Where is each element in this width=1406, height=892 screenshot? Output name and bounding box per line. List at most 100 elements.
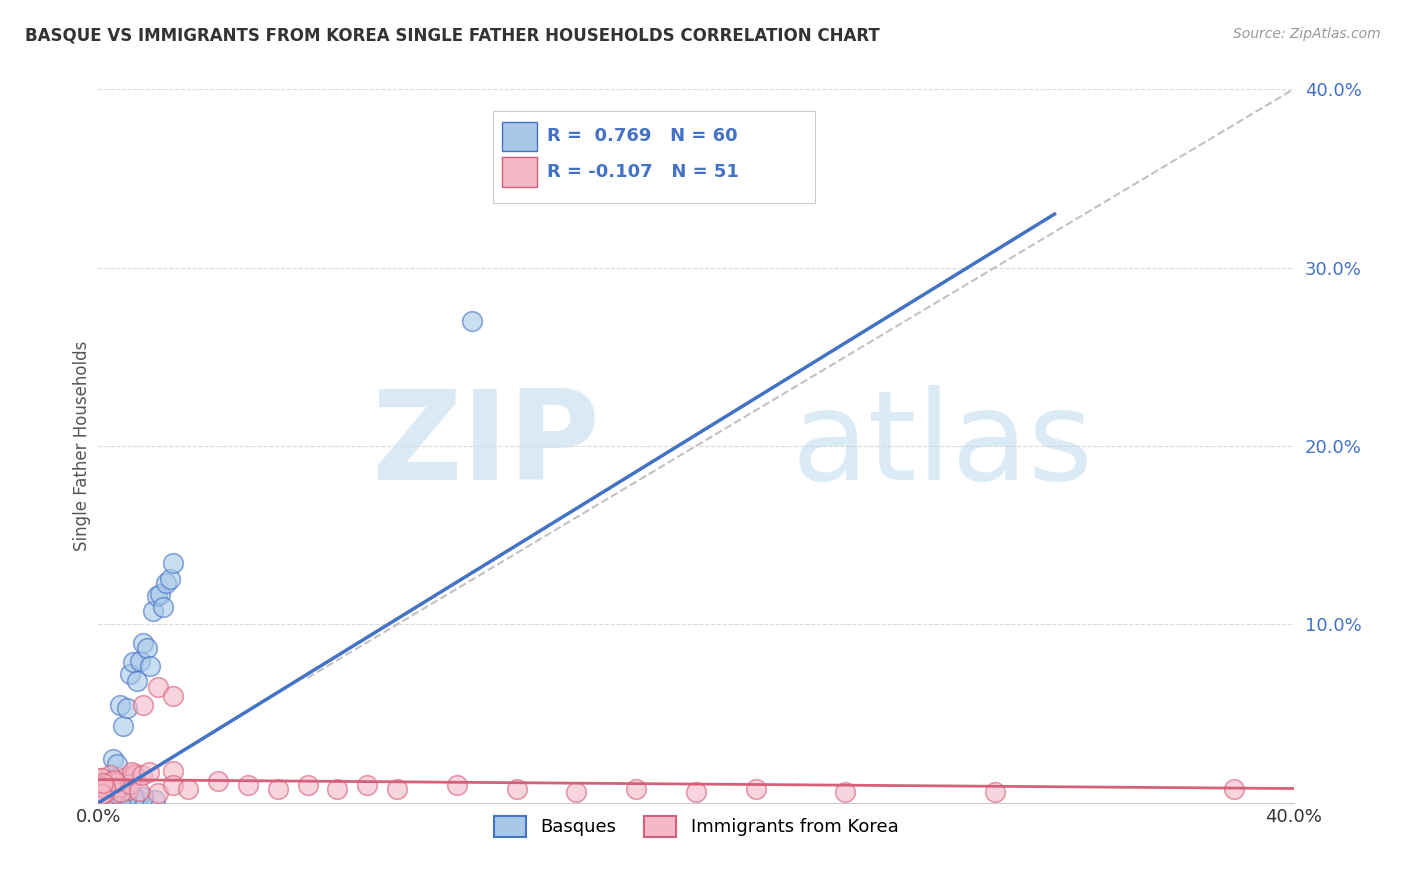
Point [107, 777, 129, 791]
Point [89, 792, 111, 806]
Point [124, 768, 146, 782]
Point [162, 689, 184, 703]
Point [104, 786, 127, 800]
Point [90, 787, 112, 801]
Text: R = -0.107   N = 51: R = -0.107 N = 51 [547, 163, 738, 181]
Point [122, 655, 145, 669]
Point [91, 771, 114, 785]
Text: ZIP: ZIP [371, 385, 600, 507]
Point [91, 795, 114, 809]
Point [117, 783, 139, 797]
Point [93, 793, 115, 807]
Point [91, 795, 114, 809]
Text: R =  0.769   N = 60: R = 0.769 N = 60 [547, 128, 737, 145]
Point [114, 770, 136, 784]
Point [103, 752, 125, 766]
Point [97, 793, 120, 807]
Text: atlas: atlas [792, 385, 1094, 507]
Point [111, 793, 134, 807]
Point [128, 784, 150, 798]
Point [297, 778, 319, 792]
Point [98, 794, 121, 808]
Point [121, 765, 143, 780]
Point [107, 780, 129, 795]
Point [97, 792, 120, 806]
Point [93, 786, 115, 800]
Point [108, 698, 131, 713]
Point [90, 786, 112, 800]
Point [90, 794, 112, 808]
Point [93, 779, 115, 793]
Point [97, 792, 120, 806]
Point [89, 792, 111, 806]
Point [98, 789, 121, 803]
Point [118, 666, 141, 681]
Point [565, 785, 588, 799]
Legend: Basques, Immigrants from Korea: Basques, Immigrants from Korea [486, 808, 905, 844]
Point [89, 772, 111, 786]
Point [110, 793, 132, 807]
Point [96, 789, 118, 804]
Point [326, 781, 349, 796]
Point [356, 778, 378, 792]
Point [91, 794, 114, 808]
Point [120, 777, 142, 791]
Point [162, 778, 184, 792]
Point [162, 764, 184, 778]
Point [112, 719, 135, 733]
Point [124, 767, 146, 781]
Point [148, 680, 170, 694]
FancyBboxPatch shape [502, 157, 537, 187]
Point [236, 778, 259, 792]
Point [155, 575, 177, 590]
Point [89, 783, 111, 797]
Point [142, 604, 165, 618]
Point [97, 795, 120, 809]
Point [506, 781, 529, 796]
Point [107, 793, 129, 807]
Point [146, 786, 169, 800]
Point [97, 789, 120, 803]
Point [145, 589, 167, 603]
Point [89, 789, 111, 804]
Point [129, 654, 152, 668]
Point [385, 781, 409, 796]
Point [159, 572, 181, 586]
Point [98, 778, 121, 792]
Point [145, 792, 167, 806]
Point [127, 792, 149, 806]
Point [162, 556, 184, 570]
Point [745, 781, 768, 796]
Text: BASQUE VS IMMIGRANTS FROM KOREA SINGLE FATHER HOUSEHOLDS CORRELATION CHART: BASQUE VS IMMIGRANTS FROM KOREA SINGLE F… [25, 27, 880, 45]
Point [135, 641, 157, 656]
Point [91, 795, 114, 809]
Point [103, 773, 125, 788]
Point [125, 674, 148, 689]
Point [104, 793, 127, 807]
Point [1223, 781, 1246, 796]
Point [96, 790, 118, 805]
Point [105, 774, 128, 789]
Point [101, 779, 124, 793]
Point [114, 792, 136, 806]
Point [93, 793, 115, 807]
Point [626, 781, 648, 796]
Point [104, 786, 127, 800]
Point [177, 781, 200, 796]
Point [110, 785, 132, 799]
Point [131, 767, 153, 781]
Point [108, 780, 131, 795]
Point [105, 756, 128, 771]
Point [94, 781, 117, 796]
Point [149, 587, 172, 601]
Point [94, 789, 117, 803]
Point [984, 785, 1007, 799]
Point [90, 783, 112, 797]
Point [267, 781, 290, 796]
Point [461, 314, 484, 328]
Point [685, 785, 707, 799]
Point [834, 785, 856, 799]
Text: Source: ZipAtlas.com: Source: ZipAtlas.com [1233, 27, 1381, 41]
Point [132, 789, 155, 804]
Point [89, 783, 111, 797]
